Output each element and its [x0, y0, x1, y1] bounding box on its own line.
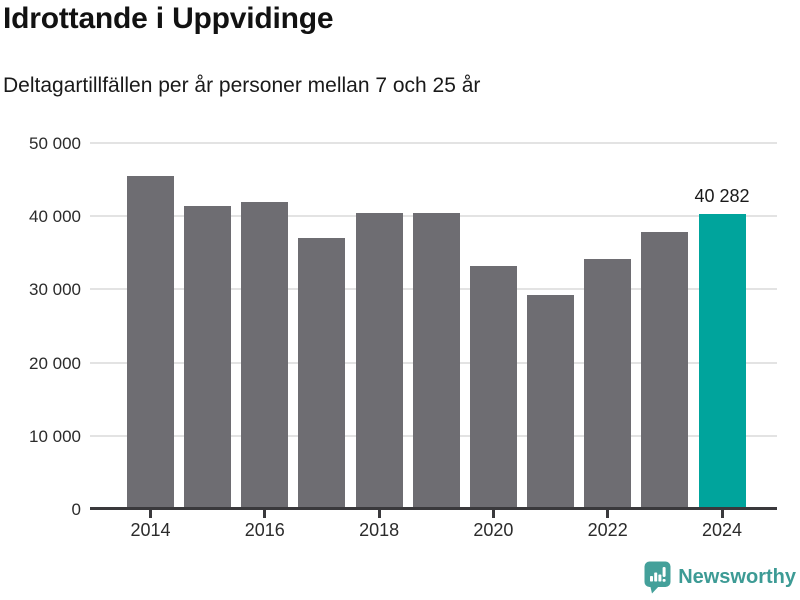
x-tick-2022	[606, 509, 610, 518]
bar-2024	[698, 214, 746, 509]
bar-2019	[412, 213, 460, 509]
x-tick-2024	[720, 509, 724, 518]
brand-name: Newsworthy	[678, 566, 796, 588]
x-axis-line	[90, 507, 777, 510]
bar-2015	[184, 205, 232, 509]
y-axis-label-40000: 40 000	[29, 207, 81, 227]
y-axis-label-50000: 50 000	[29, 134, 81, 153]
x-axis-label-2018: 2018	[359, 520, 400, 540]
bar-chart-plot-area: 0 10 000 20 000 30 000 40 000 50 000 40 282 201…	[29, 135, 777, 540]
gridline-50000	[90, 142, 777, 144]
bar-2018	[355, 213, 403, 509]
bar-2016	[241, 201, 289, 509]
x-axis-label-2016: 2016	[244, 520, 285, 540]
bar-2017	[298, 238, 346, 509]
x-tick-2016	[263, 509, 267, 518]
bar-2022	[584, 258, 632, 509]
x-tick-2018	[377, 509, 381, 518]
y-axis-label-10000: 10 000	[29, 426, 81, 446]
chart-subtitle: Deltagartillfällen per år personer mella…	[3, 74, 481, 97]
bar-2021	[527, 295, 575, 509]
newsworthy-barchart-pin-icon	[644, 561, 671, 594]
bar-2023	[641, 232, 689, 509]
x-axis-label-2014: 2014	[130, 520, 171, 540]
newsworthy-logo[interactable]: Newsworthy	[644, 561, 796, 594]
y-axis-label-0: 0	[71, 500, 81, 519]
highlight-value-label: 40 282	[694, 186, 750, 207]
x-axis-label-2024: 2024	[701, 520, 743, 540]
x-axis-label-2020: 2020	[473, 520, 514, 540]
chart-title: Idrottande i Uppvidinge	[3, 2, 334, 35]
x-tick-2020	[491, 509, 495, 518]
y-axis-label-20000: 20 000	[29, 353, 81, 373]
bar-2020	[469, 265, 517, 509]
y-axis-label-30000: 30 000	[29, 280, 81, 300]
x-tick-2014	[149, 509, 152, 518]
x-axis-label-2022: 2022	[587, 520, 628, 540]
bar-2014	[127, 175, 174, 509]
